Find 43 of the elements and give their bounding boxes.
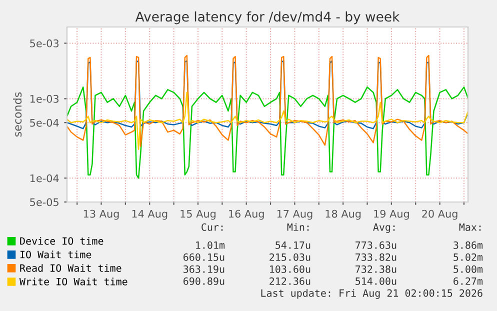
text: 6.27m bbox=[454, 277, 483, 285]
text: 690.89u bbox=[184, 277, 224, 285]
text: 103.60u bbox=[270, 265, 310, 273]
legend-label: Device IO time bbox=[20, 237, 104, 245]
text: Last update: Fri Aug 21 02:00:15 2026 bbox=[261, 289, 482, 299]
text: 732.38u bbox=[356, 265, 396, 273]
x-tick-label: 19 Aug bbox=[374, 210, 409, 220]
x-tick-label: 16 Aug bbox=[229, 210, 264, 220]
line-series bbox=[67, 86, 468, 179]
chart-title: Average latency for /dev/md4 - by week bbox=[135, 11, 400, 24]
legend-label: IO Wait time bbox=[20, 250, 92, 258]
y-tick-label: 1e-04 bbox=[30, 174, 59, 182]
text: 660.15u bbox=[184, 253, 224, 261]
text: Avg: bbox=[373, 223, 395, 233]
text: Min: bbox=[287, 223, 309, 231]
line-series bbox=[67, 54, 468, 148]
text: 363.19u bbox=[184, 265, 224, 273]
legend-label: Read IO Wait time bbox=[20, 264, 122, 272]
text: 212.36u bbox=[270, 277, 310, 285]
y-axis-title: seconds bbox=[13, 92, 22, 137]
x-tick-label: 14 Aug bbox=[132, 210, 168, 220]
x-tick-label: 13 Aug bbox=[84, 210, 119, 220]
legend-label: Write IO Wait time bbox=[19, 278, 128, 286]
text: Max: bbox=[459, 223, 481, 231]
text: 773.63u bbox=[356, 241, 396, 249]
text: 5.02m bbox=[454, 253, 483, 261]
x-tick-label: 17 Aug bbox=[277, 210, 312, 220]
y-tick-label: 5e-04 bbox=[30, 118, 59, 127]
text: 733.82u bbox=[356, 253, 396, 261]
line-series bbox=[67, 92, 468, 150]
y-tick-label: 1e-03 bbox=[30, 94, 59, 103]
y-tick-label: 5e-05 bbox=[30, 198, 58, 206]
x-tick-label: 20 Aug bbox=[422, 210, 458, 220]
x-tick-label: 15 Aug bbox=[180, 210, 216, 220]
x-tick-label: 18 Aug bbox=[326, 210, 361, 220]
text: 1.01m bbox=[196, 241, 225, 249]
text: 3.86m bbox=[454, 241, 483, 249]
text: Cur: bbox=[202, 223, 223, 231]
text: 54.17u bbox=[276, 241, 310, 249]
text: 5.00m bbox=[454, 265, 483, 273]
text: 514.00u bbox=[356, 277, 396, 285]
y-tick-label: 5e-03 bbox=[30, 39, 59, 48]
text: 215.03u bbox=[270, 253, 310, 261]
